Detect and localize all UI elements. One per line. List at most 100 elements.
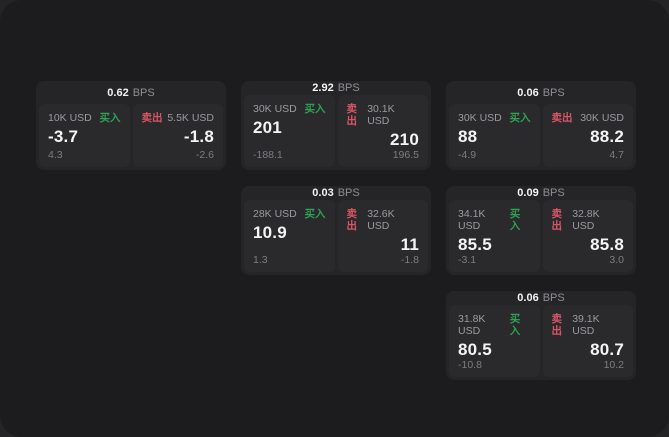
buy-change: -3.1	[458, 254, 477, 266]
sell-change: -1.8	[400, 254, 419, 266]
buy-label: 买入	[304, 208, 326, 220]
card-header: 0.03 BPS	[244, 186, 428, 200]
buy-label: 买入	[509, 112, 531, 124]
buy-label: 买入	[509, 208, 521, 232]
bps-value: 0.06	[517, 86, 539, 99]
buy-panel[interactable]: 10K USD 买入 -3.7 4.3	[39, 104, 130, 167]
buy-change: -4.9	[458, 149, 477, 161]
card-body: 30K USD 买入 201 -188.1 卖出 30.1K USD 210 1…	[244, 95, 428, 167]
buy-notional: 30K USD	[253, 103, 297, 115]
card-header: 0.06 BPS	[449, 81, 633, 104]
quote-card: 0.06 BPS 30K USD 买入 88 -4.9 卖出 30K USD 8…	[446, 81, 636, 170]
sell-panel-top: 卖出 5.5K USD	[142, 112, 215, 124]
sell-price: 210	[390, 130, 419, 149]
buy-notional: 31.8K USD	[458, 313, 486, 337]
sell-notional: 30.1K USD	[367, 103, 395, 127]
sell-panel-top: 卖出 32.8K USD	[552, 208, 625, 232]
bps-value: 0.06	[517, 292, 539, 304]
sell-label: 卖出	[141, 112, 163, 124]
bps-suffix-label: BPS	[542, 292, 565, 304]
buy-panel-top: 30K USD 买入	[458, 112, 531, 124]
sell-label: 卖出	[551, 112, 573, 124]
buy-panel-top: 31.8K USD 买入	[458, 313, 531, 337]
card-body: 10K USD 买入 -3.7 4.3 卖出 5.5K USD -1.8 -2.…	[39, 104, 223, 167]
buy-price: 80.5	[458, 340, 492, 359]
buy-panel[interactable]: 30K USD 买入 201 -188.1	[244, 95, 335, 167]
buy-notional: 34.1K USD	[458, 208, 486, 232]
buy-panel-top: 34.1K USD 买入	[458, 208, 531, 232]
card-body: 34.1K USD 买入 85.5 -3.1 卖出 32.8K USD 85.8…	[449, 200, 633, 272]
buy-label: 买入	[509, 313, 521, 337]
bps-value: 0.62	[107, 86, 129, 99]
sell-label: 卖出	[551, 208, 563, 232]
sell-change: 4.7	[609, 149, 624, 161]
bps-value: 0.09	[517, 187, 539, 199]
quote-card: 2.92 BPS 30K USD 买入 201 -188.1 卖出 30.1K …	[241, 81, 431, 170]
bps-suffix-label: BPS	[542, 86, 565, 99]
quote-card: 0.09 BPS 34.1K USD 买入 85.5 -3.1 卖出 32.8K…	[446, 186, 636, 275]
sell-notional: 32.6K USD	[367, 208, 395, 232]
card-header: 0.62 BPS	[39, 81, 223, 104]
buy-notional: 28K USD	[253, 208, 297, 220]
sell-panel-top: 卖出 32.6K USD	[347, 208, 420, 232]
sell-notional: 32.8K USD	[572, 208, 600, 232]
sell-price: -1.8	[183, 127, 214, 146]
card-body: 31.8K USD 买入 80.5 -10.8 卖出 39.1K USD 80.…	[449, 305, 633, 377]
bps-value: 0.03	[312, 187, 334, 199]
sell-price: 85.8	[590, 235, 624, 254]
bps-suffix-label: BPS	[337, 187, 360, 199]
card-body: 28K USD 买入 10.9 1.3 卖出 32.6K USD 11 -1.8	[244, 200, 428, 272]
sell-price: 11	[400, 235, 419, 254]
buy-label: 买入	[304, 103, 326, 115]
bps-suffix-label: BPS	[337, 82, 360, 94]
sell-panel[interactable]: 卖出 39.1K USD 80.7 10.2	[542, 305, 633, 377]
sell-panel-top: 卖出 39.1K USD	[552, 313, 625, 337]
buy-panel[interactable]: 28K USD 买入 10.9 1.3	[244, 200, 335, 272]
card-header: 0.06 BPS	[449, 291, 633, 305]
sell-panel-top: 卖出 30K USD	[552, 112, 625, 124]
sell-notional: 39.1K USD	[572, 313, 600, 337]
sell-label: 卖出	[346, 208, 358, 232]
card-header: 0.09 BPS	[449, 186, 633, 200]
sell-panel[interactable]: 卖出 32.6K USD 11 -1.8	[337, 200, 428, 272]
sell-price: 88.2	[590, 127, 624, 146]
quote-card: 0.62 BPS 10K USD 买入 -3.7 4.3 卖出 5.5K USD…	[36, 81, 226, 170]
sell-change: 196.5	[392, 149, 419, 161]
buy-notional: 10K USD	[48, 112, 92, 124]
buy-panel[interactable]: 30K USD 买入 88 -4.9	[449, 104, 540, 167]
sell-panel[interactable]: 卖出 30K USD 88.2 4.7	[542, 104, 633, 167]
buy-price: 201	[253, 118, 282, 137]
buy-change: -188.1	[253, 149, 283, 161]
buy-panel[interactable]: 31.8K USD 买入 80.5 -10.8	[449, 305, 540, 377]
quote-card: 0.06 BPS 31.8K USD 买入 80.5 -10.8 卖出 39.1…	[446, 291, 636, 380]
sell-label: 卖出	[551, 313, 563, 337]
buy-panel-top: 10K USD 买入	[48, 112, 121, 124]
sell-panel[interactable]: 卖出 32.8K USD 85.8 3.0	[542, 200, 633, 272]
bps-value: 2.92	[312, 82, 334, 94]
buy-price: -3.7	[48, 127, 79, 146]
sell-notional: 5.5K USD	[167, 112, 214, 124]
sell-change: 10.2	[603, 359, 624, 371]
buy-change: -10.8	[458, 359, 482, 371]
buy-panel[interactable]: 34.1K USD 买入 85.5 -3.1	[449, 200, 540, 272]
buy-change: 1.3	[253, 254, 268, 266]
buy-price: 10.9	[253, 223, 287, 242]
buy-change: 4.3	[48, 149, 63, 161]
bps-suffix-label: BPS	[132, 86, 155, 99]
buy-notional: 30K USD	[458, 112, 502, 124]
quote-card: 0.03 BPS 28K USD 买入 10.9 1.3 卖出 32.6K US…	[241, 186, 431, 275]
card-body: 30K USD 买入 88 -4.9 卖出 30K USD 88.2 4.7	[449, 104, 633, 167]
buy-panel-top: 28K USD 买入	[253, 208, 326, 220]
sell-label: 卖出	[346, 103, 358, 127]
buy-panel-top: 30K USD 买入	[253, 103, 326, 115]
quote-board: 0.62 BPS 10K USD 买入 -3.7 4.3 卖出 5.5K USD…	[36, 81, 636, 380]
card-header: 2.92 BPS	[244, 81, 428, 95]
sell-change: 3.0	[609, 254, 624, 266]
sell-panel[interactable]: 卖出 5.5K USD -1.8 -2.6	[132, 104, 223, 167]
buy-price: 85.5	[458, 235, 492, 254]
bps-suffix-label: BPS	[542, 187, 565, 199]
buy-price: 88	[458, 127, 478, 146]
sell-panel[interactable]: 卖出 30.1K USD 210 196.5	[337, 95, 428, 167]
sell-change: -2.6	[195, 149, 214, 161]
